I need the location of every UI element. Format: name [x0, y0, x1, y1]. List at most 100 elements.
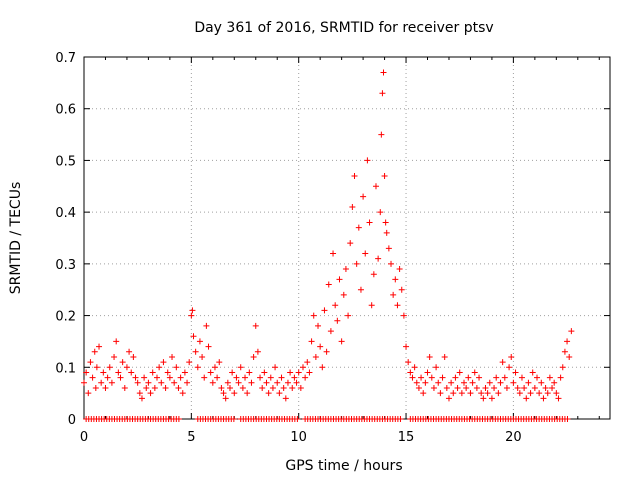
data-point: [287, 369, 294, 376]
y-tick-label: 0.1: [55, 361, 76, 376]
data-point: [378, 131, 385, 138]
data-point: [254, 348, 261, 355]
data-point: [104, 374, 111, 381]
data-point: [471, 369, 478, 376]
data-point: [235, 379, 242, 386]
data-point: [527, 390, 534, 397]
data-point: [130, 353, 137, 360]
data-point: [151, 384, 158, 391]
data-point: [220, 390, 227, 397]
x-tick-label: 20: [505, 430, 522, 445]
y-tick-label: 0.5: [55, 154, 76, 169]
data-point: [463, 384, 470, 391]
data-point: [480, 395, 487, 402]
data-point: [531, 384, 538, 391]
data-point: [553, 390, 560, 397]
data-point: [321, 307, 328, 314]
data-point: [411, 364, 418, 371]
data-point: [239, 384, 246, 391]
data-point: [362, 250, 369, 257]
data-point: [458, 390, 465, 397]
data-point: [196, 338, 203, 345]
y-tick-label: 0.3: [55, 258, 76, 273]
data-point: [564, 338, 571, 345]
data-point: [566, 353, 573, 360]
zero-data-point: [397, 416, 404, 422]
data-points: [81, 69, 575, 422]
data-point: [113, 338, 120, 345]
data-point: [242, 374, 249, 381]
data-point: [347, 240, 354, 247]
data-point: [360, 193, 367, 200]
data-point: [85, 390, 92, 397]
data-point: [568, 328, 575, 335]
data-point: [156, 364, 163, 371]
data-point: [478, 390, 485, 397]
data-point: [345, 312, 352, 319]
data-point: [218, 384, 225, 391]
data-point: [259, 384, 266, 391]
data-point: [222, 395, 229, 402]
data-point: [181, 369, 188, 376]
data-point: [229, 369, 236, 376]
data-point: [299, 364, 306, 371]
y-tick-label: 0.4: [55, 206, 76, 221]
data-point: [518, 374, 525, 381]
data-point: [267, 374, 274, 381]
data-point: [542, 384, 549, 391]
data-point: [334, 317, 341, 324]
data-point: [327, 328, 334, 335]
data-point: [353, 260, 360, 267]
chart-title: Day 361 of 2016, SRMTID for receiver pts…: [194, 20, 493, 36]
data-point: [503, 384, 510, 391]
y-axis-title: SRMTID / TECUs: [8, 182, 24, 295]
data-point: [456, 369, 463, 376]
x-tick-label: 5: [187, 430, 195, 445]
data-point: [418, 374, 425, 381]
data-point: [263, 379, 270, 386]
data-point: [368, 302, 375, 309]
data-point: [211, 364, 218, 371]
data-point: [89, 374, 96, 381]
data-point: [203, 322, 210, 329]
data-point: [499, 359, 506, 366]
data-point: [349, 203, 356, 210]
data-point: [214, 374, 221, 381]
data-point: [147, 390, 154, 397]
data-point: [441, 353, 448, 360]
data-point: [422, 379, 429, 386]
data-point: [289, 384, 296, 391]
data-point: [473, 384, 480, 391]
data-point: [512, 369, 519, 376]
data-point: [398, 286, 405, 293]
x-tick-label: 0: [80, 430, 88, 445]
zero-data-point: [564, 416, 571, 422]
data-point: [465, 374, 472, 381]
data-point: [209, 379, 216, 386]
data-point: [81, 379, 87, 386]
data-point: [136, 390, 143, 397]
data-point: [250, 353, 257, 360]
data-point: [126, 348, 133, 355]
data-point: [145, 379, 152, 386]
data-point: [237, 364, 244, 371]
data-point: [128, 369, 135, 376]
data-point: [244, 390, 251, 397]
data-point: [443, 384, 450, 391]
x-tick-label: 10: [290, 430, 307, 445]
y-tick-label: 0.2: [55, 310, 76, 325]
data-point: [366, 219, 373, 226]
zero-data-point: [294, 416, 301, 422]
data-point: [302, 374, 309, 381]
data-point: [396, 266, 403, 273]
data-point: [293, 379, 300, 386]
data-point: [448, 379, 455, 386]
data-point: [370, 271, 377, 278]
data-point: [497, 379, 504, 386]
data-point: [467, 390, 474, 397]
data-point: [274, 379, 281, 386]
data-point: [342, 266, 349, 273]
data-point: [538, 379, 545, 386]
data-point: [91, 348, 98, 355]
data-point: [516, 390, 523, 397]
